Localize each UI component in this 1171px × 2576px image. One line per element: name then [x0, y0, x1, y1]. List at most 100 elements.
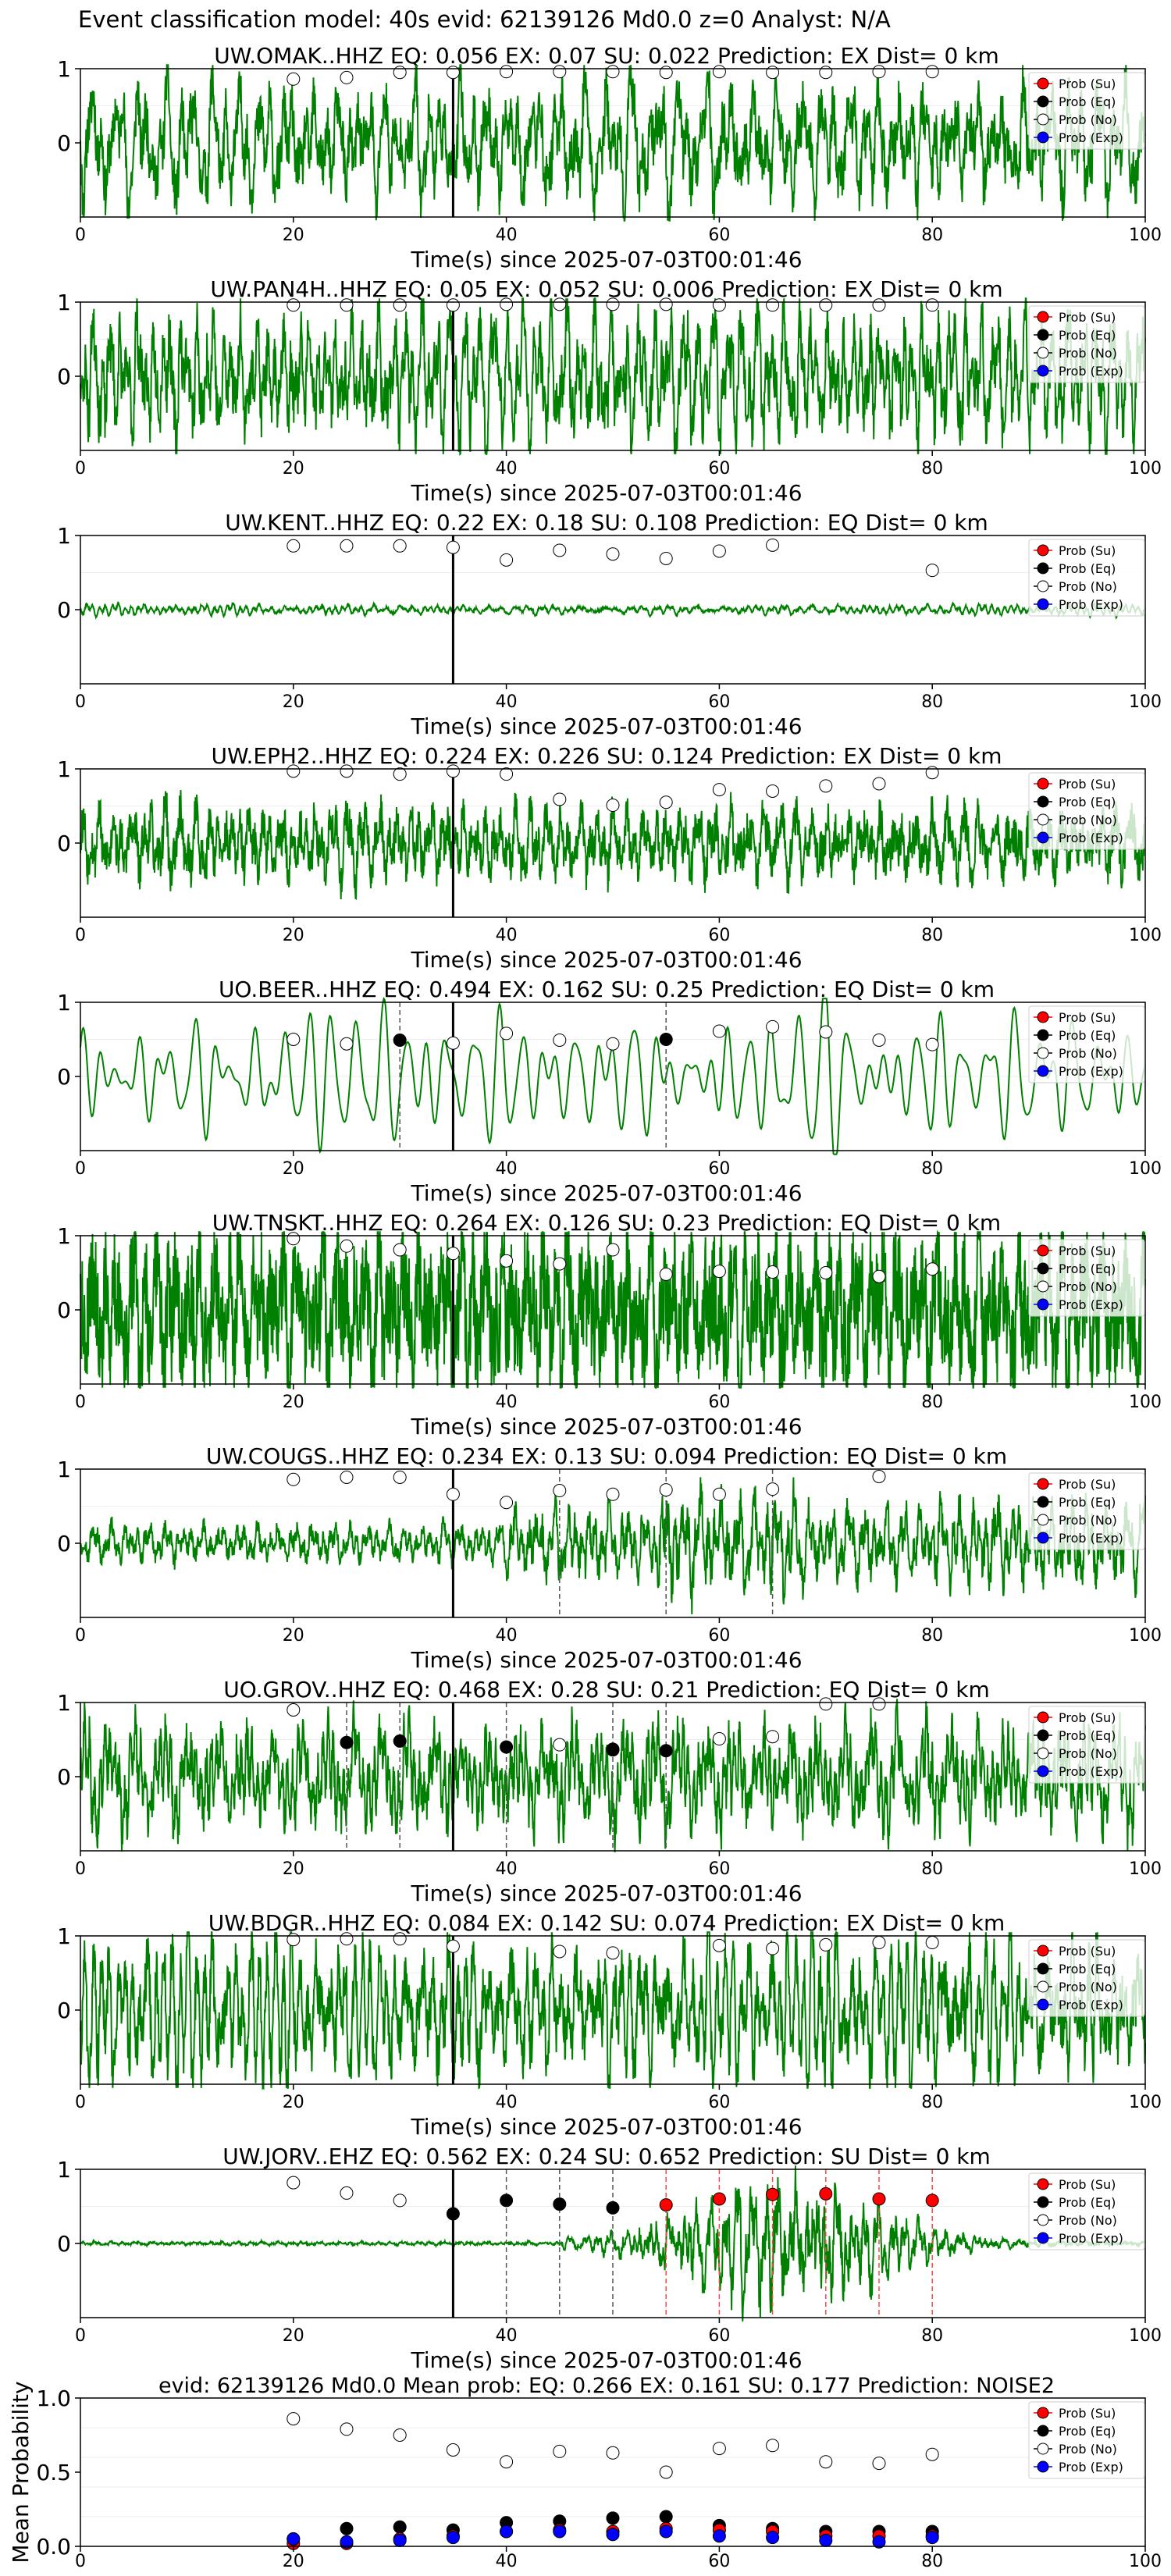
legend-box: [1028, 1472, 1145, 1550]
legend-label: Prob (Su): [1059, 1477, 1116, 1492]
mean-prob-marker: [766, 2531, 780, 2545]
legend-marker: [1037, 1244, 1049, 1257]
legend-marker: [1037, 2407, 1049, 2419]
legend-marker: [1037, 1011, 1049, 1023]
mean-prob-marker: [393, 2533, 407, 2547]
legend-marker: [1037, 77, 1049, 90]
prob-no-marker: [659, 297, 673, 311]
prob-no-marker: [500, 297, 514, 311]
prob-no-marker: [393, 1470, 407, 1484]
prob-no-marker: [766, 66, 780, 80]
mean-prob-marker: [872, 2457, 886, 2471]
legend-box: [1028, 72, 1145, 150]
prob-no-marker: [500, 1254, 514, 1268]
x-tick-label: 0: [75, 1159, 86, 1179]
y-tick-label: 1: [57, 1457, 71, 1482]
prob-no-marker: [287, 539, 301, 553]
legend-marker: [1037, 1998, 1049, 2011]
y-tick-label: 1: [57, 523, 71, 549]
mean-prob-marker: [553, 2444, 567, 2458]
x-tick-label: 60: [708, 2093, 730, 2112]
prob-no-marker: [766, 785, 780, 798]
prob-no-marker: [287, 1033, 301, 1046]
x-tick-label: 20: [283, 226, 304, 245]
prob-su-marker: [712, 2192, 726, 2206]
mean-prob-marker: [340, 2422, 354, 2436]
legend-marker: [1037, 1980, 1049, 1993]
y-tick-label: 0: [57, 1764, 71, 1790]
prob-no-marker: [606, 1243, 620, 1257]
mean-prob-marker: [606, 2528, 620, 2542]
prob-eq-marker: [393, 1734, 407, 1748]
prob-no-marker: [819, 66, 833, 80]
x-axis-label: Time(s) since 2025-07-03T00:01:46: [410, 1414, 802, 1439]
x-tick-label: 40: [496, 2552, 518, 2571]
prob-no-marker: [712, 1732, 726, 1746]
prob-no-marker: [606, 65, 620, 79]
prob-no-marker: [446, 1487, 460, 1501]
legend-marker: [1037, 2178, 1049, 2190]
y-tick-label: 1: [57, 990, 71, 1016]
legend-marker: [1037, 1065, 1049, 1077]
y-tick-label: 1.0: [36, 2386, 71, 2411]
x-tick-label: 40: [496, 1859, 518, 1879]
y-tick-label: 1: [57, 756, 71, 782]
legend-label: Prob (Exp): [1059, 1297, 1123, 1312]
prob-no-marker: [712, 298, 726, 312]
legend-marker: [1037, 1944, 1049, 1957]
legend-marker: [1037, 95, 1049, 108]
legend-marker: [1037, 131, 1049, 144]
station-panel: UW.TNSKT..HHZ EQ: 0.264 EX: 0.126 SU: 0.…: [57, 1210, 1162, 1439]
waveform-line: [80, 1229, 1146, 1389]
prob-no-marker: [712, 783, 726, 797]
x-tick-label: 80: [921, 2552, 943, 2571]
prob-no-marker: [446, 298, 460, 312]
prob-no-marker: [393, 1932, 407, 1946]
legend-marker: [1037, 113, 1049, 126]
legend-marker: [1037, 2196, 1049, 2208]
prob-no-marker: [553, 1033, 567, 1047]
x-tick-label: 40: [496, 926, 518, 945]
x-tick-label: 100: [1129, 226, 1162, 245]
prob-no-marker: [712, 544, 726, 558]
prob-eq-marker: [446, 2207, 460, 2221]
legend-marker: [1037, 1962, 1049, 1975]
x-tick-label: 80: [921, 2093, 943, 2112]
prob-no-marker: [606, 799, 620, 813]
prob-no-marker: [925, 1262, 939, 1276]
prob-no-marker: [766, 298, 780, 312]
prob-eq-marker: [340, 1735, 354, 1749]
x-axis-label: Time(s) since 2025-07-03T00:01:46: [410, 713, 802, 739]
prob-no-marker: [446, 1036, 460, 1050]
legend-box: [1028, 1939, 1145, 2017]
waveform-line: [80, 297, 1146, 456]
prob-no-marker: [766, 1482, 780, 1496]
waveform-line: [80, 790, 1146, 900]
legend-marker: [1037, 1280, 1049, 1293]
legend-marker: [1037, 598, 1049, 610]
legend-label: Prob (Su): [1059, 1710, 1116, 1725]
x-tick-label: 100: [1129, 926, 1162, 945]
prob-su-marker: [872, 2192, 886, 2206]
prob-no-marker: [553, 543, 567, 557]
mean-prob-marker: [819, 2455, 833, 2469]
mean-prob-marker: [712, 2529, 726, 2543]
legend-label: Prob (Eq): [1059, 2195, 1116, 2210]
x-tick-label: 0: [75, 2552, 86, 2571]
waveform-line: [80, 1931, 1146, 2090]
summary-panel: evid: 62139126 Md0.0 Mean prob: EQ: 0.26…: [8, 2374, 1162, 2571]
prob-no-marker: [446, 1247, 460, 1261]
prob-no-marker: [872, 298, 886, 312]
prob-no-marker: [606, 1487, 620, 1501]
x-axis-label: Time(s) since 2025-07-03T00:01:46: [410, 1647, 802, 1673]
mean-prob-marker: [925, 2447, 939, 2461]
legend-label: Prob (Eq): [1059, 1728, 1116, 1743]
station-panel: UW.EPH2..HHZ EQ: 0.224 EX: 0.226 SU: 0.1…: [57, 743, 1162, 973]
x-tick-label: 40: [496, 1626, 518, 1646]
legend-label: Prob (Su): [1059, 1244, 1116, 1258]
x-tick-label: 0: [75, 2093, 86, 2112]
prob-no-marker: [819, 1266, 833, 1279]
prob-no-marker: [712, 1487, 726, 1501]
prob-no-marker: [872, 1470, 886, 1483]
prob-eq-marker: [659, 1744, 673, 1758]
